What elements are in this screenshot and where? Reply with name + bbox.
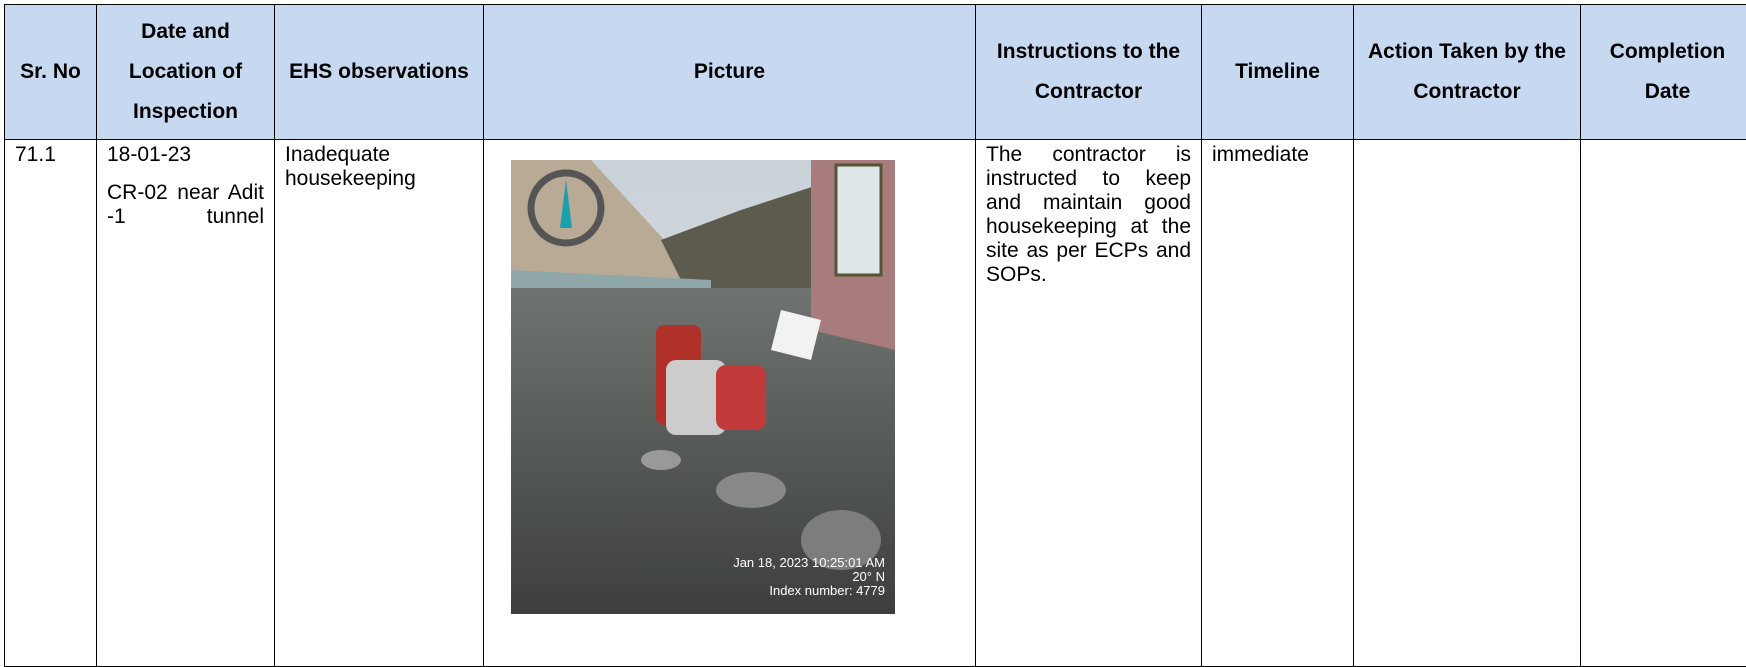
sr-no: 71.1 xyxy=(5,140,97,667)
site-photo: Jan 18, 2023 10:25:01 AM 20° N Index num… xyxy=(511,160,895,614)
header: Instructions to the Contractor xyxy=(976,5,1202,140)
photo-timestamp: Jan 18, 2023 10:25:01 AM xyxy=(733,555,885,570)
action-taken xyxy=(1354,140,1581,667)
ehs-table: Sr. No Date and Location of Inspection E… xyxy=(4,4,1746,667)
header: Date and Location of Inspection xyxy=(97,5,275,140)
data-row: 71.1 18-01-23 CR-02 near Adit -1 tunnel I… xyxy=(5,140,1746,667)
completion-date xyxy=(1581,140,1746,667)
header: EHS observations xyxy=(275,5,484,140)
header: Sr. No xyxy=(5,5,97,140)
header-row: Sr. No Date and Location of Inspection E… xyxy=(5,5,1746,140)
header: Completion Date xyxy=(1581,5,1746,140)
date: 18-01-23 xyxy=(107,143,264,167)
instructions: The contractor is instructed to keep and… xyxy=(976,140,1202,667)
picture-cell: Jan 18, 2023 10:25:01 AM 20° N Index num… xyxy=(484,140,976,667)
timeline: immediate xyxy=(1202,140,1354,667)
date-location: 18-01-23 CR-02 near Adit -1 tunnel xyxy=(97,140,275,667)
header: Picture xyxy=(484,5,976,140)
photo-latitude: 20° N xyxy=(852,569,885,584)
photo-index: Index number: 4779 xyxy=(769,583,885,598)
header: Timeline xyxy=(1202,5,1354,140)
observation: Inadequate housekeeping xyxy=(275,140,484,667)
header: Action Taken by the Contractor xyxy=(1354,5,1581,140)
location: CR-02 near Adit -1 tunnel xyxy=(107,181,264,229)
